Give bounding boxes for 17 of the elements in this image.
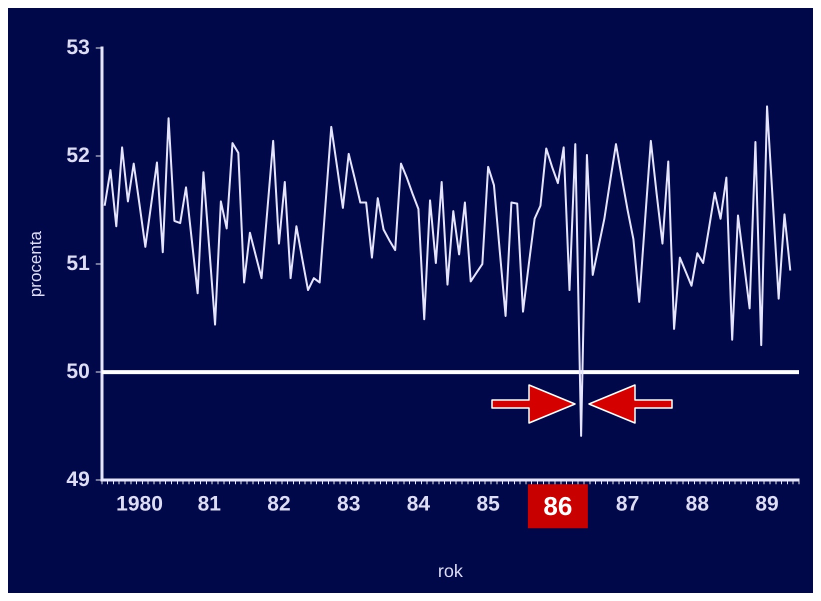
x-tick-label: 87: [616, 492, 640, 516]
y-tick-label: 49: [66, 468, 90, 491]
y-axis-title: procenta: [26, 230, 45, 298]
x-tick-label: 85: [476, 492, 500, 516]
x-tick-label: 88: [686, 492, 710, 516]
x-tick-label: 89: [755, 492, 779, 516]
x-tick-label: 82: [267, 492, 291, 516]
x-tick-label: 81: [198, 492, 222, 516]
y-tick-label: 51: [66, 252, 90, 275]
y-tick-label: 50: [66, 360, 90, 383]
y-tick-label: 52: [66, 144, 90, 167]
x-tick-label: 86: [543, 490, 572, 521]
x-tick-label: 83: [337, 492, 360, 516]
x-axis-title: rok: [438, 561, 464, 582]
x-tick-label: 1980: [116, 492, 163, 516]
x-tick-label: 84: [406, 492, 430, 516]
y-tick-label: 53: [66, 36, 90, 59]
